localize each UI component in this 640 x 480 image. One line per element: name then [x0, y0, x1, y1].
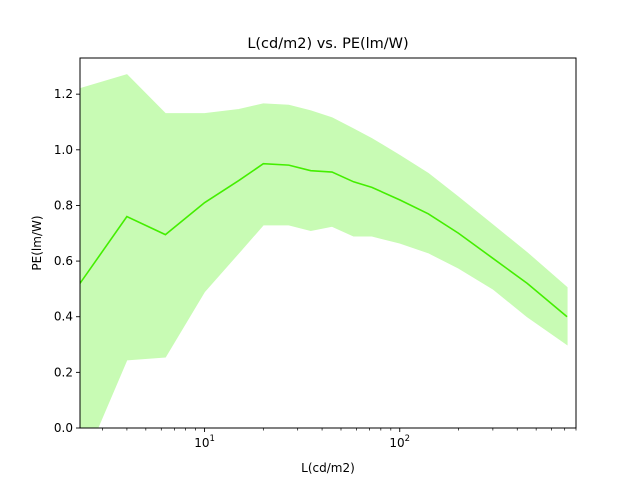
y-tick-label: 1.2	[54, 87, 73, 101]
confidence-band	[80, 74, 568, 428]
y-tick-label: 0.8	[54, 198, 73, 212]
y-tick-label: 0.2	[54, 365, 73, 379]
y-tick-label: 0.6	[54, 254, 73, 268]
y-tick-label: 0.0	[54, 421, 73, 435]
x-axis-label: L(cd/m2)	[301, 461, 355, 475]
x-tick-label: 102	[389, 434, 410, 450]
chart-title: L(cd/m2) vs. PE(lm/W)	[247, 36, 408, 52]
series-line	[80, 162, 568, 318]
axes: 0.0 0.2 0.4 0.6 0.8 1.0 1.2 101 102	[54, 57, 577, 450]
y-tick-label: 0.4	[54, 310, 73, 324]
x-tick-label: 101	[194, 434, 215, 450]
plot-frame	[79, 57, 577, 429]
y-tick-label: 1.0	[54, 143, 73, 157]
plot-area	[80, 74, 568, 428]
y-axis-label: PE(lm/W)	[30, 215, 44, 270]
